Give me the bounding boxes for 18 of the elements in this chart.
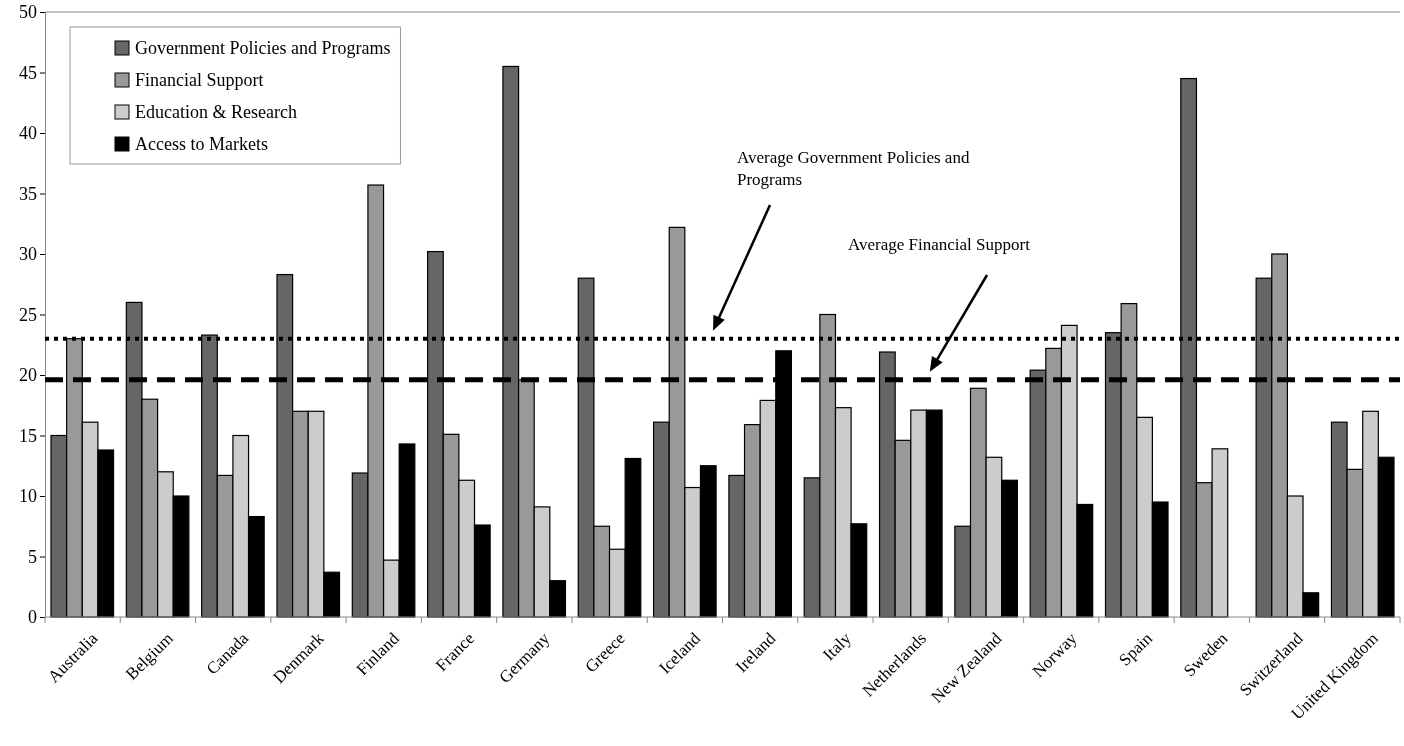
annotation: Average Financial Support (848, 235, 1031, 254)
y-tick-label: 15 (19, 425, 37, 446)
legend-label: Education & Research (135, 102, 297, 122)
y-tick-label: 30 (19, 244, 37, 265)
x-tick-label: Italy (819, 628, 856, 665)
y-tick-label: 10 (19, 486, 37, 507)
legend-label: Financial Support (135, 70, 264, 90)
y-tick-label: 40 (19, 123, 37, 144)
y-tick-label: 5 (28, 546, 37, 567)
y-tick-label: 45 (19, 62, 37, 83)
y-tick-label: 0 (28, 607, 37, 628)
y-tick-label: 50 (19, 2, 37, 23)
y-tick-label: 20 (19, 365, 37, 386)
legend-label: Government Policies and Programs (135, 38, 391, 58)
legend-label: Access to Markets (135, 134, 268, 154)
y-tick-label: 35 (19, 183, 37, 204)
annotation: Average Government Policies and Programs (737, 148, 970, 190)
y-tick-label: 25 (19, 304, 37, 325)
